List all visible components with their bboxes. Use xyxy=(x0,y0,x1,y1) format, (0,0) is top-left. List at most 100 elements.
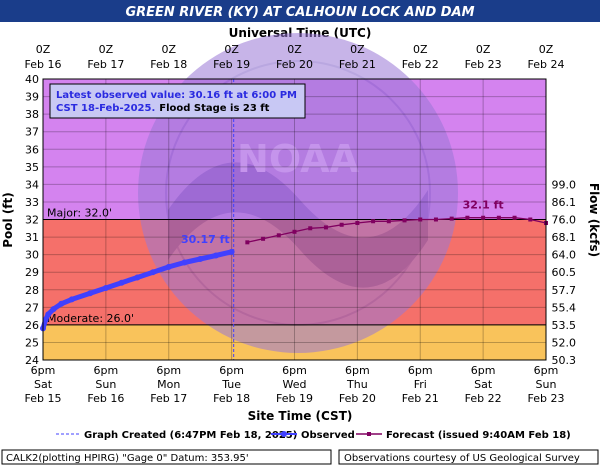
legend-observed-label: Observed xyxy=(301,430,355,441)
forecast-point xyxy=(433,217,438,222)
y2-tick-label: 60.5 xyxy=(552,266,577,279)
top-tick-time: 0Z xyxy=(36,43,51,56)
bottom-tick-date: Feb 18 xyxy=(213,392,250,405)
forecast-point xyxy=(481,215,486,220)
y2-tick-label: 52.0 xyxy=(552,336,577,349)
top-tick-date: Feb 16 xyxy=(25,58,62,71)
forecast-point xyxy=(528,217,533,222)
annotation-label: 32.1 ft xyxy=(463,199,504,212)
observed-point xyxy=(165,263,172,270)
footer-credit-text: Observations courtesy of US Geological S… xyxy=(344,453,580,464)
top-tick-date: Feb 21 xyxy=(339,58,376,71)
legend-observed-marker xyxy=(281,431,287,437)
noaa-logo-text: NOAA xyxy=(237,137,359,181)
footer-credit-box xyxy=(338,449,599,465)
latest-value-line1: Latest observed value: 30.16 ft at 6:00 … xyxy=(56,90,297,101)
footer-datum-text: CALK2(plotting HPIRG) "Gage 0" Datum: 35… xyxy=(6,453,249,464)
top-tick-date: Feb 22 xyxy=(402,58,439,71)
annotations-layer: 30.17 ft 32.1 ft xyxy=(181,199,504,246)
y2-axis-title: Flow (kcfs) xyxy=(587,183,600,257)
y-tick-label: 28 xyxy=(25,284,39,297)
forecast-point xyxy=(512,215,517,220)
annotation-label: 30.17 ft xyxy=(181,233,230,246)
y-tick-label: 38 xyxy=(25,108,39,121)
bottom-tick-date: Feb 17 xyxy=(150,392,187,405)
bottom-tick-time: 6pm xyxy=(471,364,496,377)
top-tick-time: 0Z xyxy=(99,43,114,56)
bottom-tick-date: Feb 19 xyxy=(276,392,313,405)
forecast-point xyxy=(386,219,391,224)
noaa-logo-gull xyxy=(168,162,428,288)
top-tick-time: 0Z xyxy=(476,43,491,56)
observed-point xyxy=(118,279,125,286)
top-tick-date: Feb 24 xyxy=(528,58,565,71)
top-tick-time: 0Z xyxy=(539,43,554,56)
threshold-label-moderate: Moderate: 26.0' xyxy=(47,312,134,325)
top-tick-time: 0Z xyxy=(413,43,428,56)
threshold-lines: Moderate: 26.0' Major: 32.0' xyxy=(43,207,546,326)
observed-point xyxy=(197,256,204,263)
x-axis-title: Site Time (CST) xyxy=(248,409,353,423)
observed-point xyxy=(181,259,188,266)
forecast-point xyxy=(276,233,281,238)
footer-datum-box xyxy=(1,449,332,465)
bottom-tick-date: Feb 15 xyxy=(25,392,62,405)
y-axis-title: Pool (ft) xyxy=(1,192,15,248)
latest-value-date: CST 18-Feb-2025. xyxy=(56,103,155,114)
noaa-watermark: NOAA xyxy=(138,33,458,353)
bottom-tick-date: Feb 23 xyxy=(528,392,565,405)
forecast-point xyxy=(465,215,470,220)
y-tick-label: 25 xyxy=(25,336,39,349)
y2-tick-label: 55.4 xyxy=(552,301,577,314)
y2-tick-label: 86.1 xyxy=(552,196,577,209)
legend-created-label: Graph Created (6:47PM Feb 18, 2025) xyxy=(84,430,297,441)
bottom-tick-day: Thu xyxy=(346,378,368,391)
forecast-point xyxy=(323,225,328,230)
y-tick-label: 26 xyxy=(25,319,39,332)
bottom-tick-time: 6pm xyxy=(534,364,559,377)
y-tick-label: 40 xyxy=(25,73,39,86)
y-tick-label: 27 xyxy=(25,301,39,314)
y2-tick-label: 68.1 xyxy=(552,231,577,244)
bottom-tick-time: 6pm xyxy=(156,364,181,377)
y2-tick-label: 99.0 xyxy=(552,178,577,191)
top-tick-time: 0Z xyxy=(161,43,176,56)
bottom-tick-date: Feb 20 xyxy=(339,392,376,405)
observed-point xyxy=(150,269,157,276)
y-tick-label: 36 xyxy=(25,143,39,156)
y-tick-label: 31 xyxy=(25,231,39,244)
top-tick-date: Feb 20 xyxy=(276,58,313,71)
observed-point xyxy=(42,316,49,323)
observed-point xyxy=(87,290,94,297)
bottom-tick-time: 6pm xyxy=(219,364,244,377)
forecast-point xyxy=(308,226,313,231)
observed-point xyxy=(58,300,65,307)
plot-frame xyxy=(42,78,547,361)
bottom-tick-time: 6pm xyxy=(408,364,433,377)
y2-tick-label: 50.3 xyxy=(552,354,577,367)
forecast-point xyxy=(339,222,344,227)
y-tick-label: 35 xyxy=(25,161,39,174)
flood-stage-text: Flood Stage is 23 ft xyxy=(159,103,269,114)
observed-point xyxy=(212,252,219,259)
top-tick-time: 0Z xyxy=(224,43,239,56)
forecast-point xyxy=(292,229,297,234)
forecast-point xyxy=(449,216,454,221)
bottom-tick-day: Wed xyxy=(283,378,307,391)
top-tick-time: 0Z xyxy=(287,43,302,56)
legend-forecast-label: Forecast (issued 9:40AM Feb 18) xyxy=(386,430,571,441)
bottom-tick-day: Sun xyxy=(95,378,116,391)
latest-value-line2: CST 18-Feb-2025. Flood Stage is 23 ft xyxy=(56,103,270,114)
bottom-tick-day: Sat xyxy=(34,378,53,391)
forecast-point xyxy=(496,215,501,220)
forecast-point xyxy=(402,218,407,223)
y-tick-label: 30 xyxy=(25,249,39,262)
y-tick-label: 24 xyxy=(25,354,39,367)
axis-labels: 24 25 26 27 28 29 30 31 32 33 34 35 36 37 38 39 40 50.3 52… xyxy=(25,43,576,405)
observed-line xyxy=(40,249,235,331)
y-tick-label: 34 xyxy=(25,178,39,191)
top-tick-date: Feb 18 xyxy=(150,58,187,71)
y-tick-label: 32 xyxy=(25,214,39,227)
